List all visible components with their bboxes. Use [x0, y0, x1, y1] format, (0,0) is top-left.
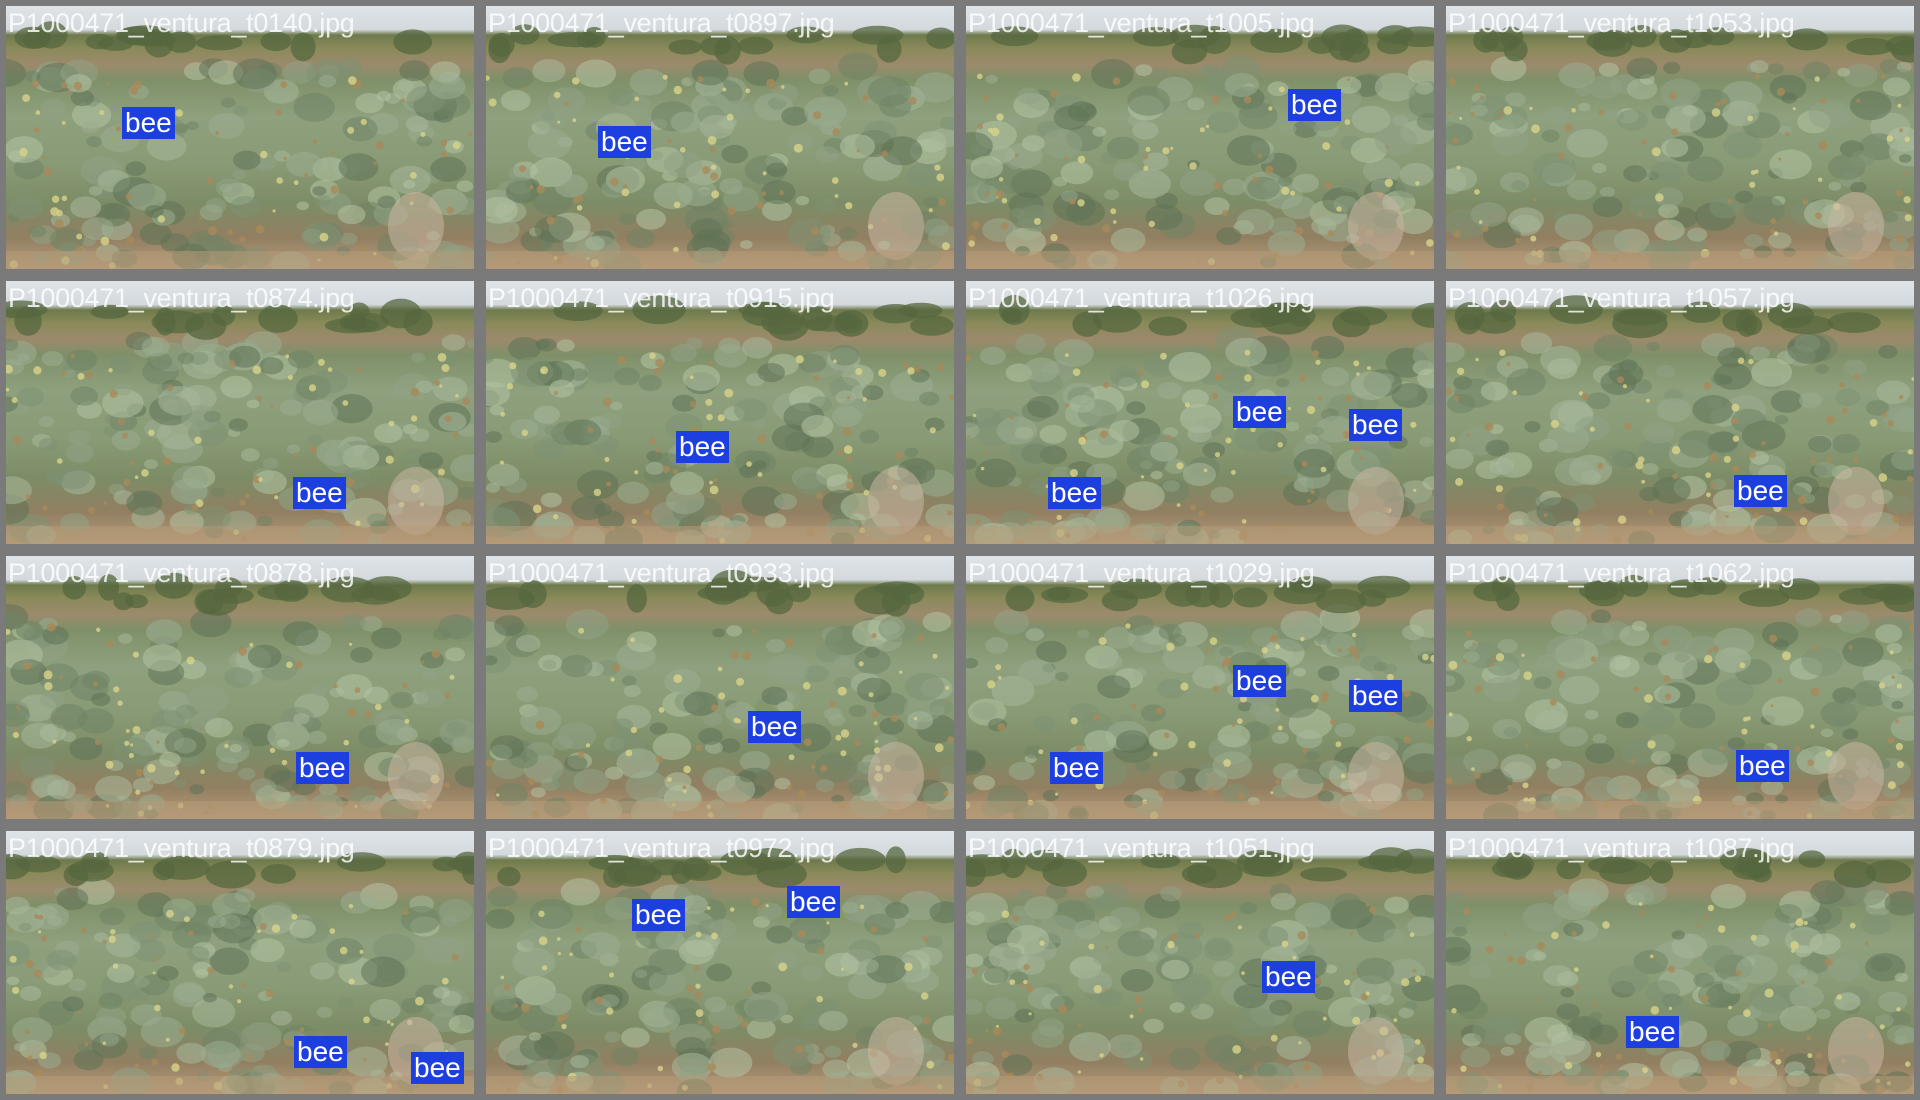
detection-label: bee	[1734, 475, 1787, 507]
detection-label: bee	[296, 752, 349, 784]
detection-label: bee	[294, 1036, 347, 1068]
image-filename: P1000471_ventura_t0140.jpg	[8, 8, 355, 38]
foliage-photo	[1446, 574, 1914, 819]
detection-label: bee	[1349, 409, 1402, 441]
image-filename: P1000471_ventura_t1005.jpg	[968, 8, 1315, 38]
image-filename: P1000471_ventura_t0933.jpg	[488, 558, 835, 588]
image-filename: P1000471_ventura_t1051.jpg	[968, 833, 1315, 863]
foliage-photo	[6, 851, 474, 1094]
detection-label: bee	[122, 107, 175, 139]
foliage-photo	[1446, 25, 1914, 269]
foliage-photo	[966, 847, 1434, 1094]
foliage-photo	[1446, 295, 1914, 544]
image-filename: P1000471_ventura_t1062.jpg	[1448, 558, 1795, 588]
foliage-photo	[486, 24, 954, 269]
image-tile[interactable]: P1000471_ventura_t1053.jpg	[1440, 0, 1920, 275]
foliage-photo	[486, 846, 954, 1094]
image-filename: P1000471_ventura_t0878.jpg	[8, 558, 355, 588]
detection-label: bee	[293, 477, 346, 509]
foliage-photo	[6, 21, 474, 269]
foliage-photo	[1446, 848, 1914, 1094]
detection-label: bee	[598, 126, 651, 158]
detection-label: bee	[787, 886, 840, 918]
detection-label: bee	[1233, 396, 1286, 428]
detection-label: bee	[1626, 1016, 1679, 1048]
image-filename: P1000471_ventura_t0915.jpg	[488, 283, 835, 313]
detection-label: bee	[1050, 752, 1103, 784]
detection-label: bee	[1736, 750, 1789, 782]
image-filename: P1000471_ventura_t0972.jpg	[488, 833, 835, 863]
detection-label: bee	[1048, 477, 1101, 509]
detection-label: bee	[676, 431, 729, 463]
detection-label: bee	[1233, 665, 1286, 697]
detection-label: bee	[632, 899, 685, 931]
image-filename: P1000471_ventura_t1026.jpg	[968, 283, 1315, 313]
foliage-photo	[966, 24, 1434, 269]
detection-label: bee	[411, 1052, 464, 1084]
image-filename: P1000471_ventura_t1057.jpg	[1448, 283, 1795, 313]
detection-label: bee	[1262, 961, 1315, 993]
foliage-photo	[486, 569, 954, 819]
foliage-photo	[6, 572, 474, 819]
foliage-photo	[6, 298, 474, 544]
foliage-photo	[966, 294, 1434, 544]
foliage-photo	[486, 295, 954, 544]
image-filename: P1000471_ventura_t1029.jpg	[968, 558, 1315, 588]
detection-label: bee	[748, 711, 801, 743]
image-filename: P1000471_ventura_t1053.jpg	[1448, 8, 1795, 38]
image-filename: P1000471_ventura_t1087.jpg	[1448, 833, 1795, 863]
image-filename: P1000471_ventura_t0879.jpg	[8, 833, 355, 863]
detection-label: bee	[1288, 89, 1341, 121]
detection-label: bee	[1349, 680, 1402, 712]
image-filename: P1000471_ventura_t0897.jpg	[488, 8, 835, 38]
image-filename: P1000471_ventura_t0874.jpg	[8, 283, 355, 313]
